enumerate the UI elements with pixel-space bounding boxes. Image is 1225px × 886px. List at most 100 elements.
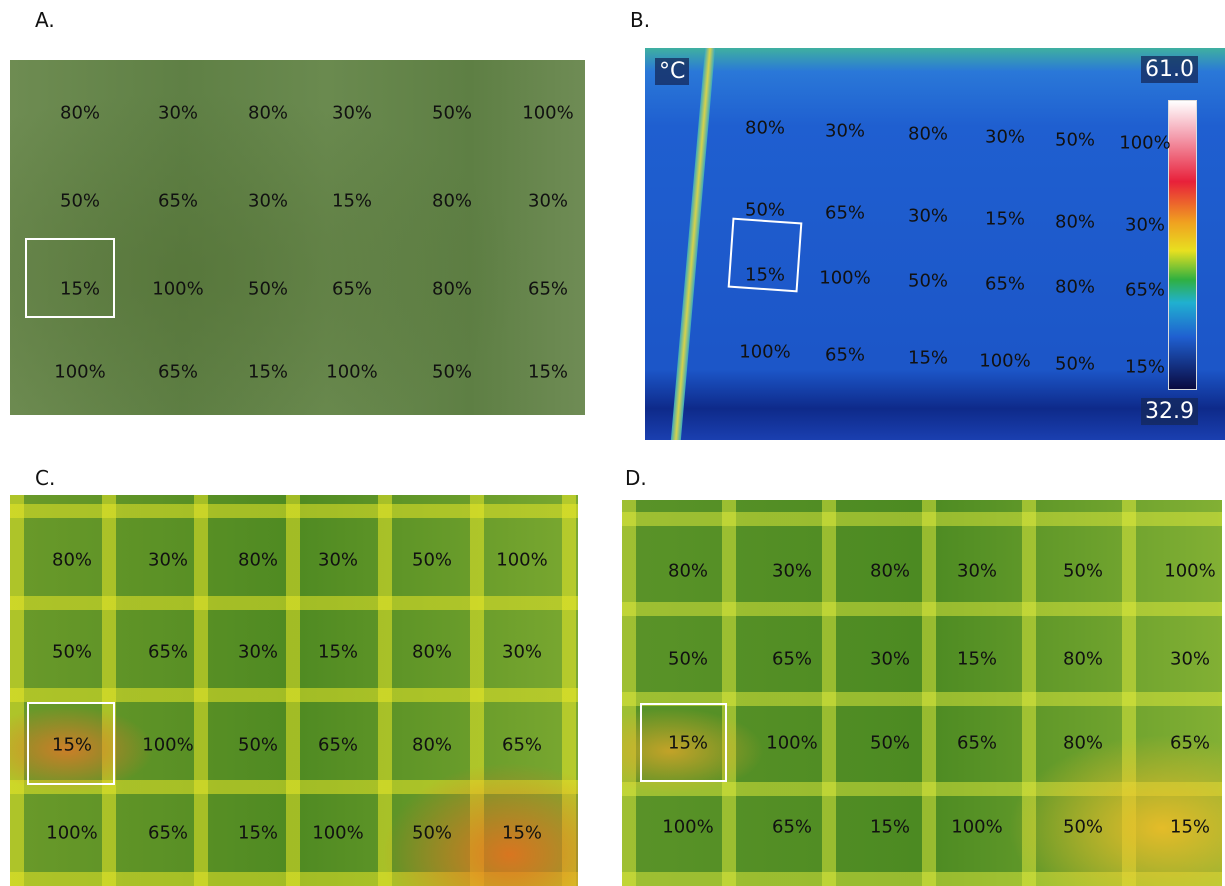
plot-label: 30%	[1125, 215, 1165, 236]
plot-label: 100%	[46, 823, 97, 844]
plot-label: 50%	[412, 823, 452, 844]
highlight-box	[27, 702, 115, 785]
plot-label: 100%	[1164, 561, 1215, 582]
plot-label: 30%	[332, 103, 372, 124]
panel-label: D.	[625, 466, 647, 490]
plot-label: 80%	[432, 279, 472, 300]
plot-label: 100%	[739, 342, 790, 363]
plot-label: 15%	[238, 823, 278, 844]
plot-label: 65%	[1125, 280, 1165, 301]
plot-label: 80%	[52, 550, 92, 571]
scale-min: 32.9	[1141, 398, 1198, 425]
plot-label: 65%	[825, 203, 865, 224]
highlight-box	[640, 703, 727, 782]
plot-label: 65%	[332, 279, 372, 300]
plot-label: 50%	[745, 200, 785, 221]
plot-label: 65%	[1170, 733, 1210, 754]
plot-label: 15%	[332, 191, 372, 212]
plot-label: 100%	[766, 733, 817, 754]
plot-label: 30%	[502, 642, 542, 663]
plot-label: 30%	[870, 649, 910, 670]
plot-label: 50%	[870, 733, 910, 754]
plot-label: 80%	[432, 191, 472, 212]
plot-label: 50%	[248, 279, 288, 300]
plot-label: 65%	[502, 735, 542, 756]
plot-label: 80%	[412, 735, 452, 756]
plot-label: 50%	[1063, 817, 1103, 838]
plot-label: 30%	[528, 191, 568, 212]
plot-label: 65%	[772, 649, 812, 670]
plot-label: 30%	[248, 191, 288, 212]
plot-label: 65%	[957, 733, 997, 754]
plot-label: 50%	[908, 271, 948, 292]
plot-label: 30%	[148, 550, 188, 571]
plot-label: 80%	[1063, 649, 1103, 670]
plot-label: 80%	[668, 561, 708, 582]
plot-label: 30%	[158, 103, 198, 124]
plot-label: 15%	[502, 823, 542, 844]
plot-label: 80%	[238, 550, 278, 571]
plot-label: 100%	[1119, 133, 1170, 154]
plot-label: 100%	[951, 817, 1002, 838]
plot-label: 30%	[238, 642, 278, 663]
plot-label: 30%	[772, 561, 812, 582]
plot-label: 65%	[772, 817, 812, 838]
scale-max: 61.0	[1141, 56, 1198, 83]
scale-unit: °C	[655, 58, 689, 85]
plot-label: 15%	[908, 348, 948, 369]
plot-label: 65%	[318, 735, 358, 756]
figure: (() => { const data = JSON.parse(documen…	[0, 0, 1225, 886]
plot-label: 65%	[148, 642, 188, 663]
plot-label: 50%	[52, 642, 92, 663]
plot-label: 80%	[870, 561, 910, 582]
plot-label: 15%	[1170, 817, 1210, 838]
plot-label: 50%	[432, 103, 472, 124]
plot-label: 65%	[148, 823, 188, 844]
plot-label: 80%	[248, 103, 288, 124]
plot-label: 15%	[957, 649, 997, 670]
plot-label: 80%	[1055, 212, 1095, 233]
panel-label: B.	[630, 8, 650, 32]
plot-label: 30%	[985, 127, 1025, 148]
plot-label: 15%	[1125, 357, 1165, 378]
plot-label: 30%	[908, 206, 948, 227]
plot-label: 100%	[312, 823, 363, 844]
colorbar	[1168, 100, 1197, 390]
plot-label: 100%	[142, 735, 193, 756]
plot-label: 50%	[668, 649, 708, 670]
plot-label: 30%	[825, 121, 865, 142]
plot-label: 50%	[1055, 130, 1095, 151]
plot-label: 15%	[985, 209, 1025, 230]
plot-label: 15%	[528, 362, 568, 383]
panel-label: A.	[35, 8, 55, 32]
plot-label: 65%	[158, 191, 198, 212]
plot-label: 100%	[152, 279, 203, 300]
plot-label: 100%	[819, 268, 870, 289]
plot-label: 65%	[825, 345, 865, 366]
plot-label: 50%	[1055, 354, 1095, 375]
plot-label: 100%	[522, 103, 573, 124]
plot-label: 30%	[957, 561, 997, 582]
plot-label: 80%	[1063, 733, 1103, 754]
plot-label: 80%	[745, 118, 785, 139]
plot-label: 30%	[1170, 649, 1210, 670]
plot-label: 100%	[496, 550, 547, 571]
plot-label: 65%	[158, 362, 198, 383]
plot-label: 80%	[1055, 277, 1095, 298]
plot-label: 50%	[238, 735, 278, 756]
plot-label: 50%	[412, 550, 452, 571]
plot-label: 80%	[908, 124, 948, 145]
plot-label: 15%	[248, 362, 288, 383]
plot-label: 100%	[979, 351, 1030, 372]
plot-label: 80%	[412, 642, 452, 663]
panel-label: C.	[35, 466, 55, 490]
plot-label: 65%	[985, 274, 1025, 295]
plot-label: 30%	[318, 550, 358, 571]
plot-label: 65%	[528, 279, 568, 300]
plot-label: 100%	[54, 362, 105, 383]
plot-label: 100%	[326, 362, 377, 383]
plot-label: 80%	[60, 103, 100, 124]
highlight-box	[25, 238, 115, 318]
plot-label: 50%	[432, 362, 472, 383]
highlight-box	[728, 218, 803, 293]
